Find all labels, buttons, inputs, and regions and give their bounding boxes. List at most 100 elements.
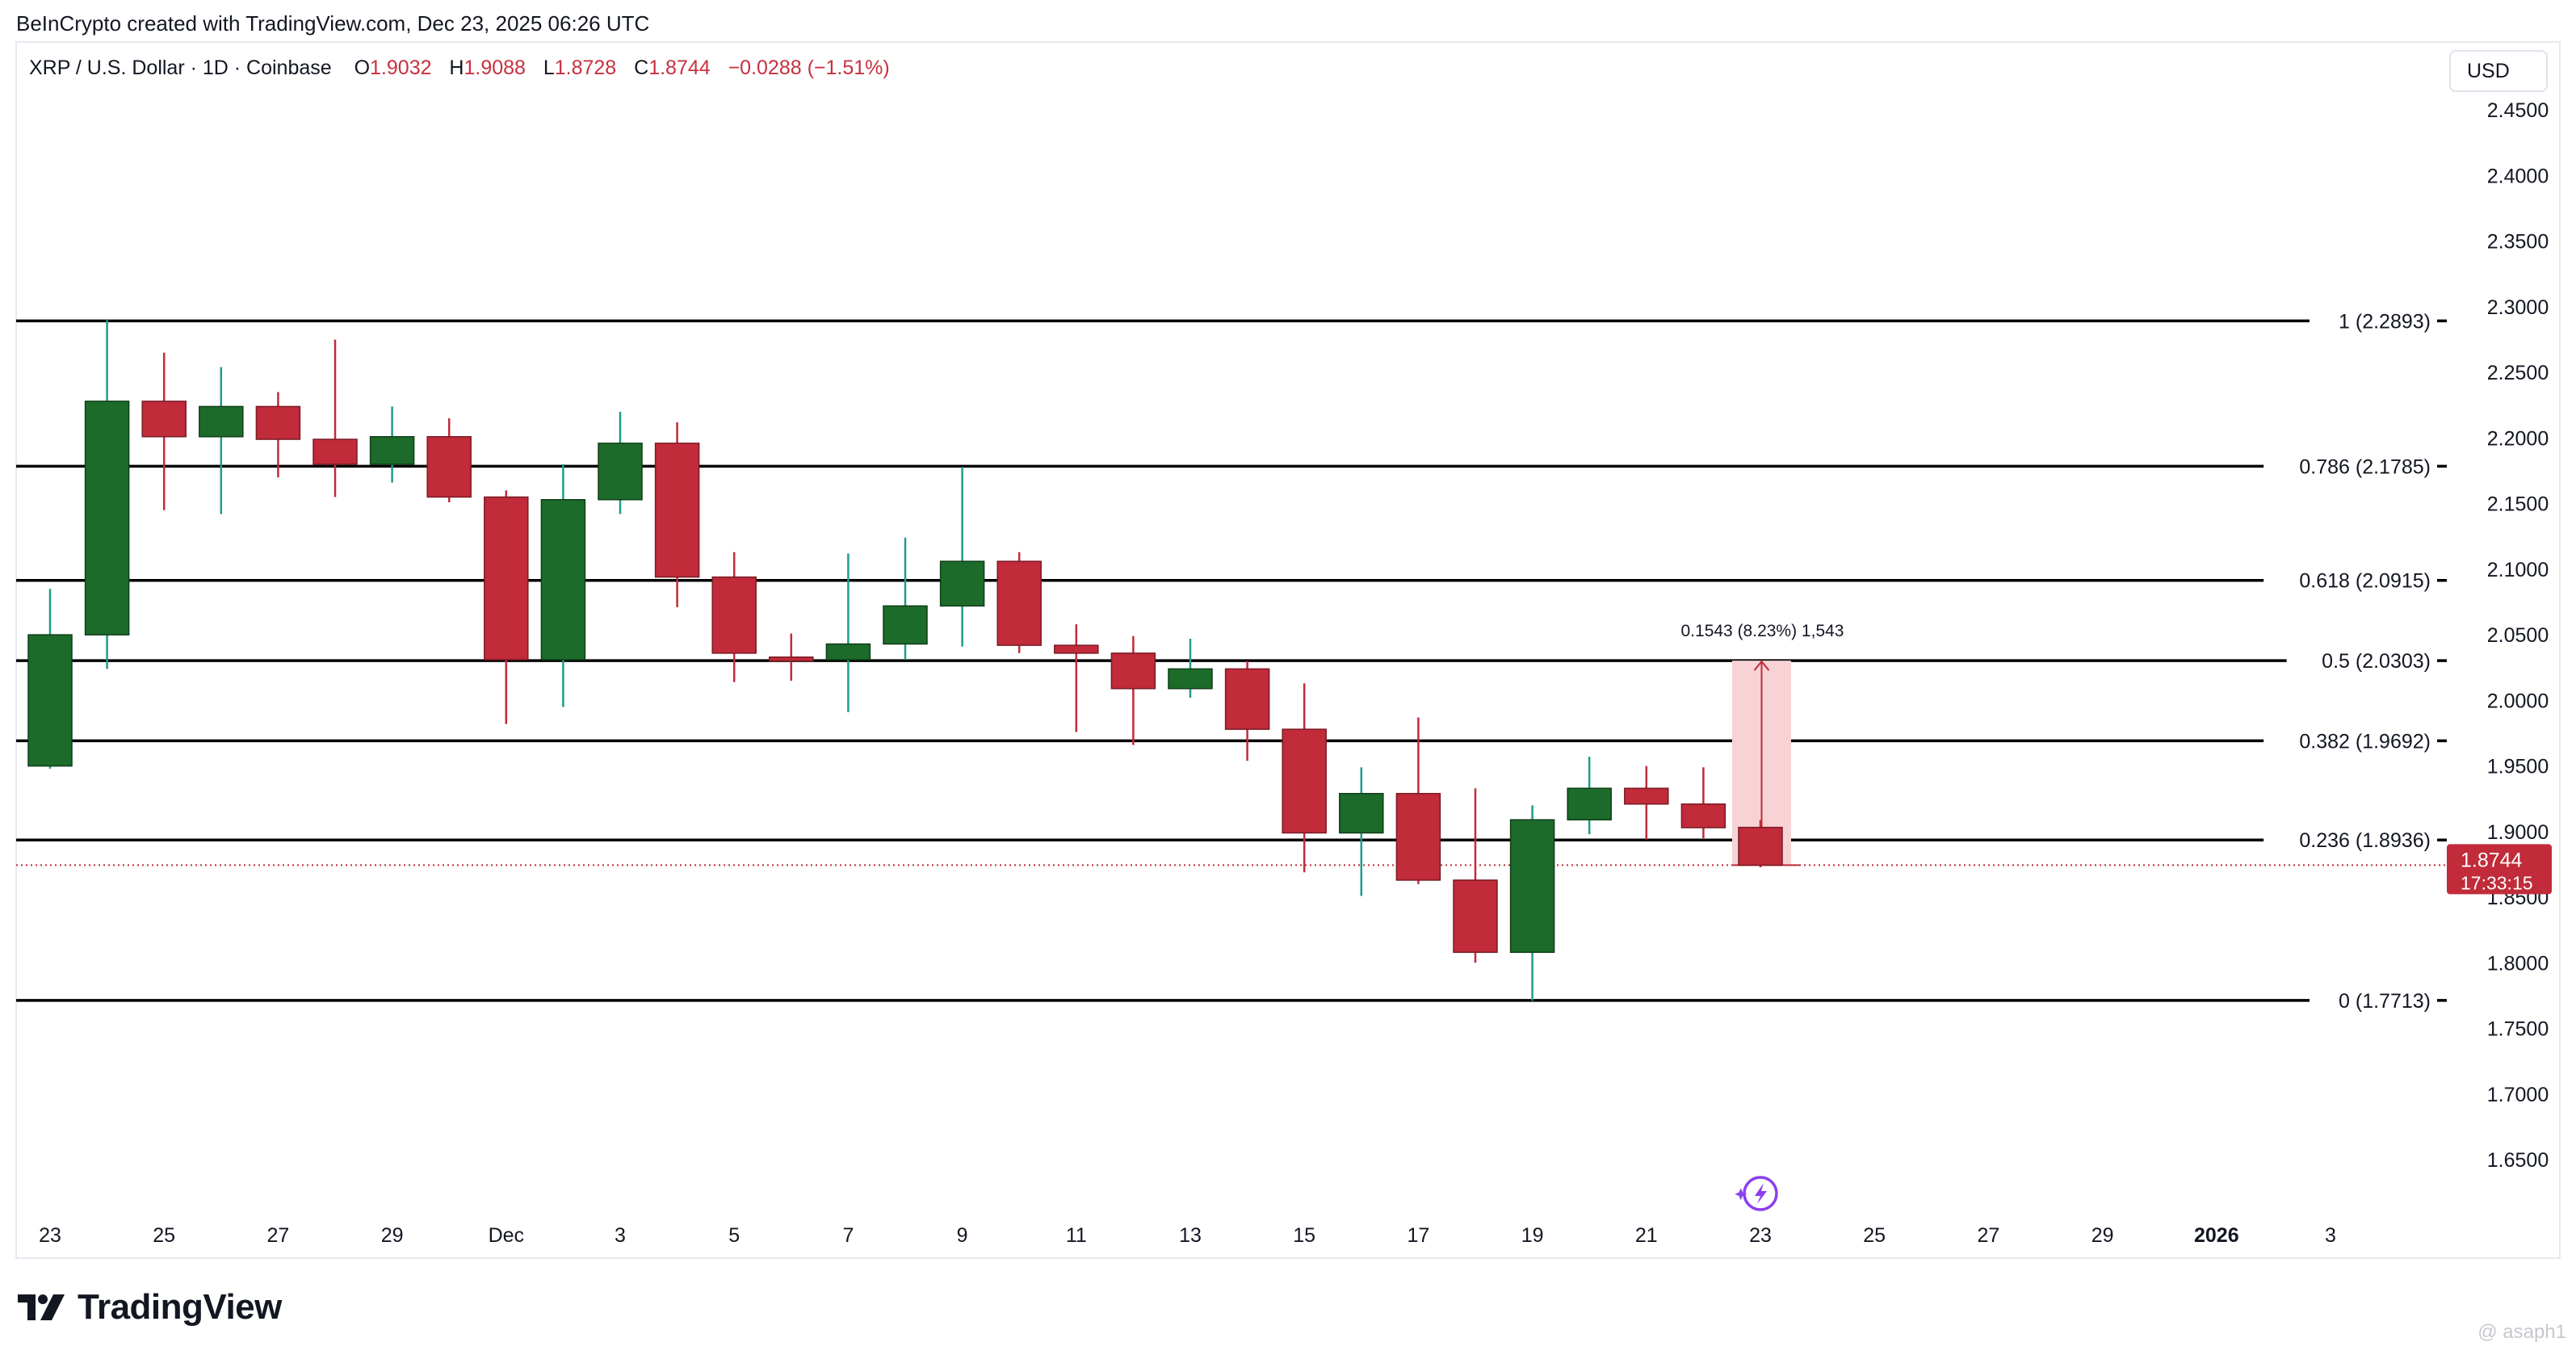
- measure-label: 0.1543 (8.23%) 1,543: [1681, 622, 1844, 640]
- x-tick-label: 23: [1749, 1224, 1772, 1247]
- x-tick-label: 2026: [2194, 1224, 2239, 1247]
- candle-body: [1680, 803, 1726, 829]
- high-value: 1.9088: [464, 57, 526, 79]
- fib-levels: 1 (2.2893) 0.786 (2.1785) 0.618 (2.0915) 0.…: [16, 308, 2447, 1013]
- candle-body: [883, 605, 928, 645]
- candle-body: [1339, 792, 1384, 834]
- candle-body: [84, 401, 130, 636]
- x-tick-label: 27: [1977, 1224, 1999, 1247]
- measure-arrow-head: [1753, 660, 1770, 671]
- chart-border: [15, 41, 2561, 1259]
- x-tick-label: 3: [615, 1224, 626, 1247]
- fib-label-bg: [2286, 648, 2437, 674]
- low-label: L: [543, 57, 555, 79]
- fib-level-label: 0.236 (1.8936): [2299, 829, 2431, 852]
- x-tick-label: 3: [2325, 1224, 2336, 1247]
- y-tick-label: 2.1500: [2487, 493, 2549, 516]
- price-badge-countdown: 17:33:15: [2461, 872, 2533, 893]
- x-tick-label: 17: [1407, 1224, 1429, 1247]
- candle-body: [654, 443, 700, 578]
- y-tick-label: 1.8000: [2487, 952, 2549, 975]
- candle-body: [1509, 819, 1555, 954]
- x-tick-label: 15: [1293, 1224, 1315, 1247]
- y-tick-label: 1.9500: [2487, 756, 2549, 778]
- fib-level-label: 1 (2.2893): [2339, 310, 2431, 333]
- x-tick-label: 29: [2091, 1224, 2114, 1247]
- candle-body: [27, 634, 73, 767]
- candle-body: [199, 405, 244, 438]
- candle-body: [369, 436, 415, 465]
- tradingview-brand[interactable]: TradingView: [18, 1287, 282, 1328]
- y-tick-label: 1.6500: [2487, 1149, 2549, 1172]
- candle-body: [711, 576, 757, 654]
- candle-body: [1168, 668, 1213, 690]
- open-value: 1.9032: [370, 57, 432, 79]
- fib-label-bg: [2310, 308, 2437, 334]
- y-tick-label: 2.4500: [2487, 99, 2549, 122]
- candle-body: [255, 405, 301, 440]
- fib-level-label: 0.382 (1.9692): [2299, 730, 2431, 753]
- candle-body: [1224, 668, 1270, 730]
- x-tick-label: 21: [1635, 1224, 1658, 1247]
- x-tick-label: 11: [1066, 1224, 1087, 1247]
- y-tick-label: 2.2500: [2487, 362, 2549, 384]
- fib-label-bg: [2263, 728, 2437, 754]
- x-tick-label: 19: [1521, 1224, 1544, 1247]
- x-tick-label: 13: [1179, 1224, 1202, 1247]
- ohlc-legend: XRP / U.S. Dollar · 1D · Coinbase O1.903…: [29, 57, 890, 80]
- fib-level-label: 0.786 (2.1785): [2299, 455, 2431, 478]
- currency-button[interactable]: USD: [2449, 50, 2548, 92]
- x-tick-label: Dec: [489, 1224, 524, 1247]
- watermark: @ asaph1: [2477, 1321, 2566, 1343]
- candle-body: [825, 643, 871, 661]
- candle-body: [141, 401, 187, 438]
- candle-body: [1395, 792, 1441, 881]
- high-label: H: [449, 57, 464, 79]
- candle-body: [1282, 728, 1327, 834]
- open-label: O: [354, 57, 371, 79]
- tradingview-logo-icon: [18, 1294, 65, 1320]
- candle-body: [939, 560, 985, 607]
- symbol-title[interactable]: XRP / U.S. Dollar · 1D · Coinbase: [29, 57, 332, 79]
- fib-label-bg: [2263, 827, 2437, 854]
- price-axis[interactable]: 2.4500 2.4000 2.3500 2.3000 2.2500 2.2000 2.15…: [2487, 99, 2549, 1172]
- y-tick-label: 2.0000: [2487, 690, 2549, 712]
- x-tick-label: 25: [1863, 1224, 1886, 1247]
- y-tick-label: 1.7000: [2487, 1084, 2549, 1106]
- candle-body: [1624, 787, 1669, 805]
- candle-body: [1567, 787, 1612, 820]
- time-axis[interactable]: 23 25 27 29 Dec 3 5 7 9 11 13 15 17 19 21 23 25 27 29 2026 3: [39, 1224, 2336, 1247]
- x-tick-label: 5: [728, 1224, 740, 1247]
- x-tick-label: 27: [266, 1224, 289, 1247]
- fib-label-bg: [2310, 987, 2437, 1013]
- close-value: 1.8744: [648, 57, 711, 79]
- y-tick-label: 2.3000: [2487, 296, 2549, 319]
- x-tick-label: 29: [381, 1224, 404, 1247]
- lightning-replay-icon[interactable]: [1735, 1176, 1778, 1211]
- candle-body: [540, 499, 586, 661]
- fib-level-label: 0.5 (2.0303): [2322, 650, 2431, 673]
- y-tick-label: 2.0500: [2487, 624, 2549, 647]
- candle-body: [769, 656, 814, 662]
- candle-body: [1110, 652, 1156, 690]
- y-tick-label: 2.2000: [2487, 427, 2549, 450]
- candle-body: [598, 443, 643, 501]
- price-badge-price: 1.8744: [2461, 849, 2523, 871]
- chart-credit: BeInCrypto created with TradingView.com,…: [16, 11, 650, 36]
- fib-level-label: 0.618 (2.0915): [2299, 570, 2431, 593]
- candle-body: [426, 436, 472, 498]
- fib-level-label: 0 (1.7713): [2339, 990, 2431, 1013]
- x-tick-label: 7: [842, 1224, 854, 1247]
- y-tick-label: 2.4000: [2487, 165, 2549, 187]
- candle-body: [313, 438, 358, 465]
- low-value: 1.8728: [554, 57, 617, 79]
- x-tick-label: 23: [39, 1224, 61, 1247]
- candle-body: [1738, 826, 1783, 866]
- y-tick-label: 1.7500: [2487, 1018, 2549, 1041]
- close-label: C: [634, 57, 649, 79]
- brand-name: TradingView: [78, 1287, 282, 1327]
- y-tick-label: 2.3500: [2487, 231, 2549, 254]
- candle-body: [484, 496, 529, 661]
